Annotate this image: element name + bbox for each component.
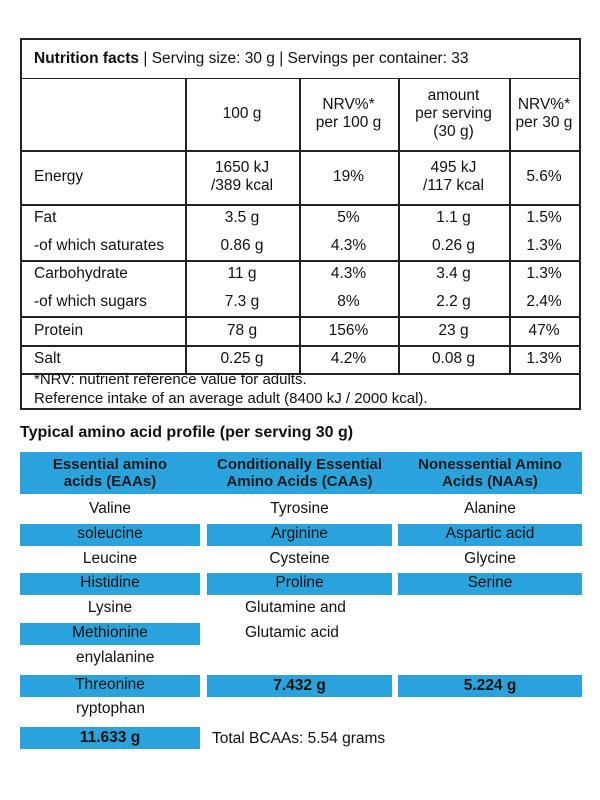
- nutrient-value: 3.4 g: [436, 265, 471, 282]
- amino-acid-name: Glycine: [464, 550, 516, 567]
- row-divider: [22, 260, 579, 262]
- naa-total-bar: [398, 675, 582, 697]
- amino-row-highlight: [20, 675, 200, 697]
- amino-header-bar: [20, 452, 582, 494]
- row-divider: [22, 204, 579, 206]
- nutrition-facts-table: Nutrition facts | Serving size: 30 g | S…: [20, 38, 581, 410]
- nutrient-value: 23 g: [438, 321, 469, 339]
- column-divider: [509, 78, 511, 373]
- amino-acid-name: Leucine: [82, 550, 138, 567]
- nutrition-header: Nutrition facts | Serving size: 30 g | S…: [22, 40, 579, 79]
- column-header: amount per serving (30 g): [415, 87, 492, 140]
- serving-info: | Serving size: 30 g | Servings per cont…: [139, 50, 469, 67]
- amino-row-highlight: [207, 524, 392, 546]
- amino-row-highlight: [20, 573, 200, 595]
- amino-acid-name: Tyrosine: [270, 500, 329, 517]
- amino-acid-name: Glutamine and: [245, 599, 346, 616]
- nutrient-value: 78 g: [226, 321, 258, 339]
- nutrient-label: -of which sugars: [34, 293, 147, 310]
- amino-acid-name: Glutamic acid: [245, 624, 339, 641]
- amino-acid-name: Serine: [467, 574, 513, 591]
- amino-acid-name: Cysteine: [269, 550, 330, 567]
- nutrient-label: Salt: [34, 350, 61, 367]
- amino-acid-name: Valine: [89, 500, 131, 517]
- amino-acid-name: Aspartic acid: [445, 525, 535, 542]
- column-header: NRV%* per 30 g: [515, 96, 573, 131]
- column-header: NRV%* per 100 g: [315, 96, 382, 131]
- nutrient-value: 47%: [528, 321, 560, 339]
- nutrient-value: 11 g: [227, 265, 257, 282]
- nutrient-value: 19%: [332, 168, 365, 185]
- nutrient-value: 0.25 g: [220, 350, 264, 367]
- row-divider: [22, 150, 579, 152]
- nutrient-value: 1.3%: [526, 237, 562, 254]
- amino-column-header: Conditionally Essential Amino Acids (CAA…: [216, 456, 383, 490]
- amino-acid-name: Lysine: [87, 599, 133, 616]
- caa-total: 7.432 g: [273, 677, 326, 694]
- footnote-line-1: *NRV: nutrient reference value for adult…: [34, 371, 307, 388]
- nutrient-value: 0.08 g: [431, 350, 476, 367]
- nutrient-label: Fat: [34, 209, 57, 226]
- eaa-total-bar: [20, 727, 200, 749]
- nutrient-value: 4.3%: [330, 265, 367, 282]
- column-divider: [398, 78, 400, 373]
- amino-acid-name: Arginine: [271, 525, 328, 542]
- row-divider: [22, 345, 579, 347]
- amino-row-highlight: [207, 573, 392, 595]
- nutrient-value: 1.1 g: [436, 209, 471, 226]
- amino-column-header: Nonessential Amino Acids (NAAs): [418, 456, 562, 490]
- amino-row-highlight: [20, 524, 200, 546]
- nutrient-value: 156%: [328, 321, 369, 339]
- amino-acid-name: Threonine: [75, 676, 145, 693]
- nrv-footnote: *NRV: nutrient reference value for adult…: [34, 370, 428, 408]
- nutrient-value: 1.5%: [526, 209, 562, 226]
- amino-acid-name: Methionine: [72, 624, 148, 641]
- amino-acid-name: Proline: [275, 574, 324, 591]
- nutrient-value: 3.5 g: [224, 209, 260, 226]
- nutrient-value: 0.26 g: [431, 237, 476, 254]
- nutrient-label: -of which saturates: [34, 237, 165, 254]
- column-divider: [299, 78, 301, 373]
- row-divider: [22, 373, 579, 375]
- nutrition-title: Nutrition facts: [34, 50, 140, 67]
- amino-row-highlight: [20, 623, 200, 645]
- nutrient-label: Protein: [34, 321, 84, 339]
- nutrient-value: 4.2%: [330, 350, 367, 367]
- amino-row-highlight: [398, 524, 582, 546]
- nutrient-label: Carbohydrate: [34, 265, 128, 282]
- amino-acid-name: Histidine: [80, 574, 140, 591]
- eaa-total: 11.633 g: [79, 729, 141, 746]
- amino-acid-name: ryptophan: [76, 700, 145, 717]
- nutrient-value: 0.86 g: [220, 237, 264, 254]
- nutrient-value: 1.3%: [526, 265, 562, 282]
- nutrient-value: 8%: [337, 293, 360, 310]
- nutrient-value: 2.4%: [526, 293, 562, 310]
- nutrient-value: 4.3%: [330, 237, 367, 254]
- nutrient-value: 5%: [337, 209, 360, 226]
- amino-acid-name: Alanine: [464, 500, 516, 517]
- nutrient-value: 495 kJ /117 kcal: [423, 159, 484, 194]
- amino-column-header: Essential amino acids (EAAs): [52, 456, 168, 490]
- nutrient-value: 1.3%: [526, 350, 562, 367]
- column-divider: [185, 78, 187, 373]
- caa-total-bar: [207, 675, 392, 697]
- column-header: 100 g: [222, 105, 262, 122]
- nutrient-label: Energy: [34, 168, 84, 185]
- nutrient-value: 7.3 g: [224, 293, 260, 310]
- naa-total: 5.224 g: [463, 677, 517, 694]
- amino-acid-name: soleucine: [77, 525, 143, 542]
- footnote-line-2: Reference intake of an average adult (84…: [34, 390, 428, 407]
- nutrient-value: 5.6%: [526, 168, 562, 185]
- amino-acid-name: enylalanine: [76, 649, 155, 666]
- bcaa-total-note: Total BCAAs: 5.54 grams: [212, 730, 386, 747]
- amino-row-highlight: [398, 573, 582, 595]
- amino-profile-title: Typical amino acid profile (per serving …: [20, 424, 354, 441]
- column-header: [22, 78, 185, 150]
- row-divider: [22, 316, 579, 318]
- nutrient-value: 2.2 g: [436, 293, 471, 310]
- nutrient-value: 1650 kJ /389 kcal: [210, 159, 274, 194]
